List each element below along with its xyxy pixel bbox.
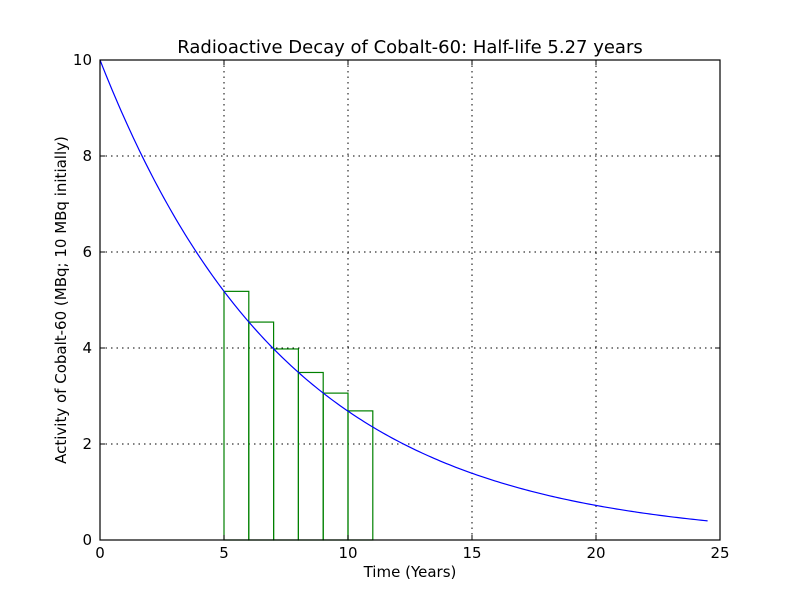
x-axis-label: Time (Years) [363,563,457,581]
y-tick-label: 0 [82,531,92,549]
decay-curve [99,59,708,522]
x-tick-label: 15 [462,544,481,562]
y-tick-label: 2 [82,435,92,453]
y-tick-label: 4 [82,339,92,357]
chart-title: Radioactive Decay of Cobalt-60: Half-lif… [177,37,643,58]
y-tick-label: 6 [82,243,92,261]
x-tick-label: 25 [710,544,729,562]
plot-frame [99,59,721,541]
axis-ticks: 0 5 10 15 20 25 0 2 4 6 8 10 [73,51,730,562]
x-tick-label: 0 [95,544,105,562]
y-tick-label: 10 [73,51,92,69]
y-axis-label: Activity of Cobalt-60 (MBq; 10 MBq initi… [52,136,70,464]
x-tick-label: 20 [586,544,605,562]
x-tick-label: 5 [219,544,229,562]
x-tick-label: 10 [338,544,357,562]
curve-series [99,59,708,522]
y-tick-label: 8 [82,147,92,165]
